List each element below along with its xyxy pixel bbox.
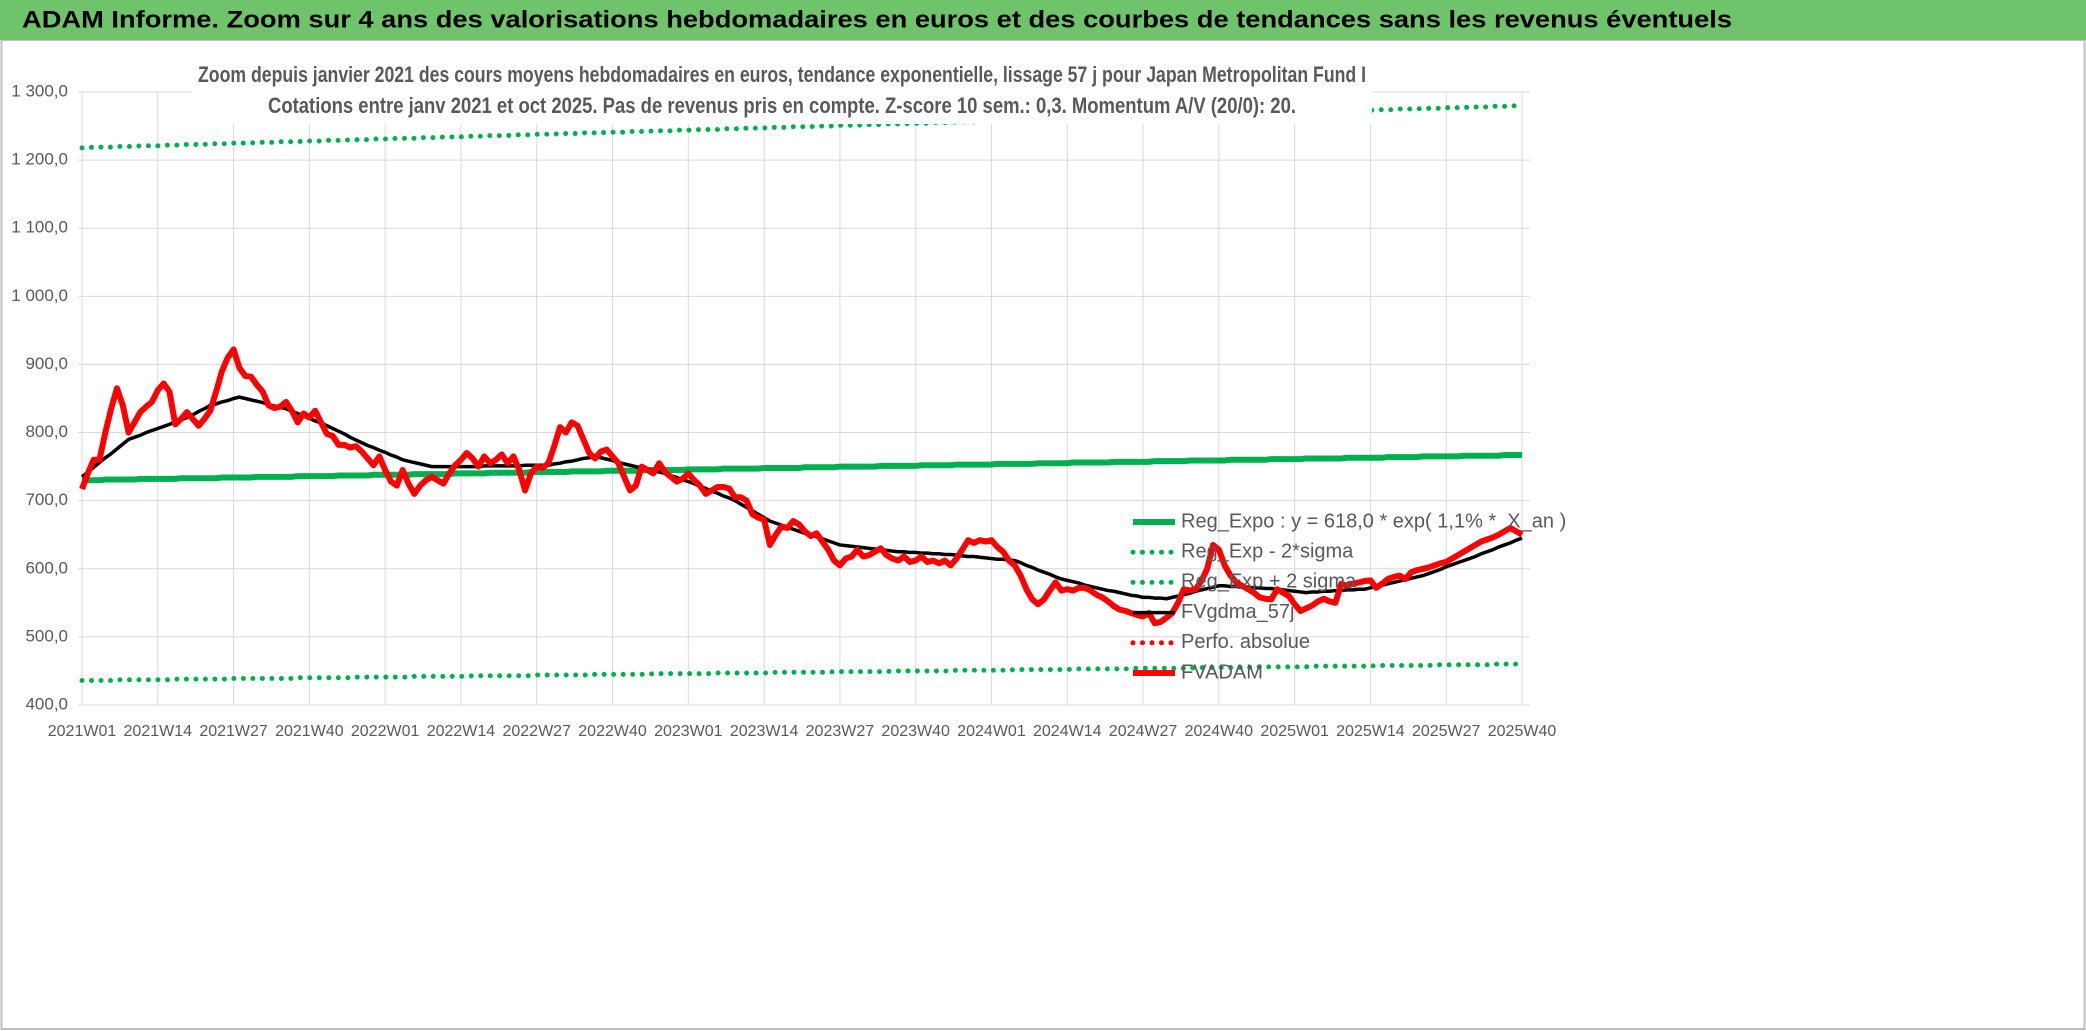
chart-subtitle: Cotations entre janv 2021 et oct 2025. P… xyxy=(268,93,1296,118)
y-tick-label: 1 100,0 xyxy=(11,218,68,237)
y-tick-label: 600,0 xyxy=(25,558,68,577)
x-tick-label: 2022W01 xyxy=(351,723,420,740)
x-tick-label: 2025W01 xyxy=(1260,723,1329,740)
series-line xyxy=(82,452,1522,484)
series-line xyxy=(79,661,1525,683)
x-tick-label: 2022W40 xyxy=(578,723,647,740)
x-tick-label: 2022W14 xyxy=(427,723,496,740)
title-box xyxy=(192,56,1372,124)
x-tick-label: 2024W14 xyxy=(1033,723,1102,740)
y-tick-label: 400,0 xyxy=(25,694,68,713)
x-tick-label: 2023W27 xyxy=(806,723,875,740)
x-tick-label: 2024W27 xyxy=(1109,723,1178,740)
x-tick-label: 2023W14 xyxy=(730,723,799,740)
y-tick-label: 700,0 xyxy=(25,490,68,509)
y-tick-label: 1 000,0 xyxy=(11,286,68,305)
y-tick-label: 800,0 xyxy=(25,422,68,441)
x-tick-label: 2021W14 xyxy=(124,723,193,740)
x-tick-label: 2025W14 xyxy=(1336,723,1405,740)
x-tick-label: 2024W01 xyxy=(957,723,1026,740)
legend-label: Reg_Exp - 2*sigma xyxy=(1181,540,1354,562)
legend-label: Reg_Expo : y = 618,0 * exp( 1,1% * X_an … xyxy=(1181,510,1566,532)
x-tick-label: 2025W40 xyxy=(1488,723,1557,740)
legend-label: FVgdma_57j xyxy=(1181,601,1294,623)
header-bar xyxy=(0,0,2086,40)
x-tick-label: 2021W01 xyxy=(48,723,117,740)
x-tick-label: 2024W40 xyxy=(1185,723,1254,740)
plot-area: 400,0 500,0 600,0 700,0 800,0 900,0 1 000,0 1 1… xyxy=(11,56,1566,740)
x-tick-label: 2025W27 xyxy=(1412,723,1481,740)
legend-label: FVADAM xyxy=(1181,661,1263,683)
x-tick-label: 2023W40 xyxy=(881,723,950,740)
x-tick-label: 2022W27 xyxy=(502,723,571,740)
x-tick-label: 2021W40 xyxy=(275,723,344,740)
y-tick-label: 1 200,0 xyxy=(11,150,68,169)
y-tick-label: 500,0 xyxy=(25,626,68,645)
x-tick-label: 2023W01 xyxy=(654,723,723,740)
series-line xyxy=(79,103,1525,151)
series-line xyxy=(79,346,1524,627)
y-tick-label: 900,0 xyxy=(25,354,68,373)
legend-label: Perfo. absolue xyxy=(1181,631,1310,653)
legend-label: Reg_Exp + 2 sigma xyxy=(1181,571,1357,593)
header-title: ADAM Informe. Zoom sur 4 ans des valoris… xyxy=(22,6,1732,33)
chart-title: Zoom depuis janvier 2021 des cours moyen… xyxy=(198,62,1366,87)
x-tick-label: 2021W27 xyxy=(199,723,268,740)
y-tick-label: 1 300,0 xyxy=(11,81,68,100)
